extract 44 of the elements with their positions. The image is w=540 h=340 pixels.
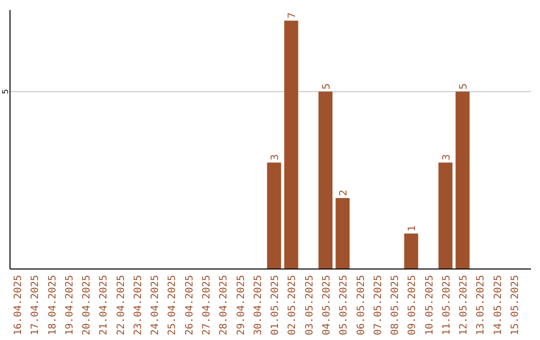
data-label: 1: [407, 225, 418, 232]
bar: [318, 92, 332, 269]
bar: [267, 162, 282, 269]
x-tick-label: 04.05.2025: [321, 275, 332, 336]
x-tick-label: 23.04.2025: [132, 275, 144, 336]
x-tick-label: 02.05.2025: [287, 275, 298, 336]
x-tick-label: 25.04.2025: [167, 275, 178, 336]
x-tick-label: 29.04.2025: [236, 275, 247, 336]
x-tick-label: 18.04.2025: [47, 275, 58, 336]
bar: [438, 162, 452, 269]
data-label: 2: [338, 190, 350, 196]
x-tick-label: 08.05.2025: [390, 275, 402, 336]
bar: [456, 92, 470, 269]
x-tick-label: 16.04.2025: [13, 275, 24, 336]
data-label: 3: [270, 154, 282, 161]
x-tick-label: 22.04.2025: [116, 275, 127, 336]
x-tick-label: 19.04.2025: [64, 275, 76, 336]
x-tick-label: 13.05.2025: [476, 275, 487, 336]
x-tick-label: 09.05.2025: [407, 275, 418, 336]
x-tick-label: 17.04.2025: [30, 275, 42, 336]
x-tick-label: 24.04.2025: [150, 275, 162, 336]
x-tick-label: 11.05.2025: [441, 275, 452, 336]
x-tick-label: 27.04.2025: [202, 275, 213, 336]
x-tick-label: 12.05.2025: [458, 275, 470, 336]
x-tick-label: 15.05.2025: [510, 275, 521, 336]
x-tick-label: 21.04.2025: [98, 275, 110, 336]
bar: [284, 20, 298, 269]
x-tick-label: 28.04.2025: [218, 275, 230, 336]
x-tick-label: 03.05.2025: [304, 275, 316, 336]
x-tick-label: 26.04.2025: [184, 275, 196, 336]
data-label: 3: [441, 154, 452, 161]
data-label: 5: [321, 83, 332, 90]
bar: [404, 234, 418, 269]
x-tick-label: 14.05.2025: [492, 275, 504, 336]
x-tick-label: 20.04.2025: [82, 275, 93, 336]
data-label: 5: [458, 83, 470, 90]
x-tick-label: 30.04.2025: [252, 275, 264, 336]
x-tick-label: 10.05.2025: [424, 275, 436, 336]
x-tick-label: 06.05.2025: [356, 275, 367, 336]
x-tick-label: 05.05.2025: [338, 275, 350, 336]
data-label: 7: [287, 12, 298, 19]
x-tick-label: 01.05.2025: [270, 275, 282, 336]
x-tick-label: 07.05.2025: [372, 275, 384, 336]
bar: [336, 198, 350, 269]
